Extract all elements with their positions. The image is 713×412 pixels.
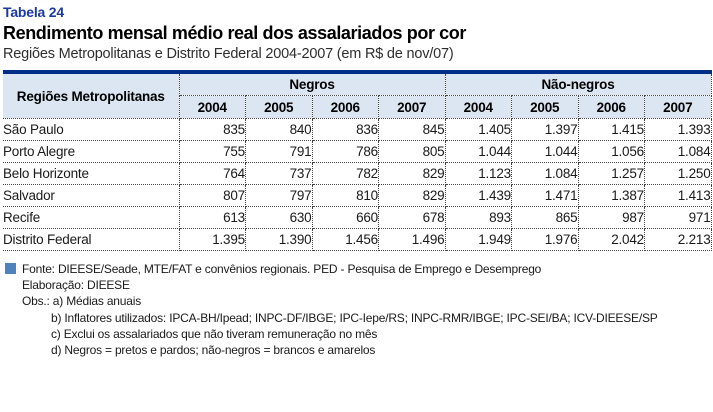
value-cell: 807 [179, 184, 246, 207]
value-cell: 845 [378, 118, 446, 141]
table-body: São Paulo 835 840 836 845 1.405 1.397 1.… [3, 118, 712, 251]
value-cell: 1.395 [179, 228, 246, 251]
year-header-row: 2004 2005 2006 2007 2004 2005 2006 2007 [3, 95, 712, 119]
value-cell: 835 [179, 118, 246, 141]
group-header-negros: Negros [179, 72, 446, 96]
value-cell: 1.415 [578, 118, 645, 141]
value-cell: 1.044 [511, 140, 579, 163]
value-cell: 678 [378, 206, 446, 229]
page-title: Rendimento mensal médio real dos assalar… [3, 23, 466, 43]
year-header: 2005 [511, 95, 579, 119]
value-cell: 1.405 [445, 118, 512, 141]
region-cell: Distrito Federal [3, 228, 180, 251]
region-cell: Porto Alegre [3, 140, 180, 163]
page-subtitle: Regiões Metropolitanas e Distrito Federa… [3, 46, 454, 62]
table-row: Recife 613 630 660 678 893 865 987 971 [3, 206, 712, 229]
value-cell: 1.084 [511, 162, 579, 185]
value-cell: 1.949 [445, 228, 512, 251]
year-header: 2006 [578, 95, 645, 119]
year-header: 2007 [644, 95, 712, 119]
value-cell: 786 [312, 140, 379, 163]
region-cell: Salvador [3, 184, 180, 207]
value-cell: 797 [245, 184, 313, 207]
table-row: Salvador 807 797 810 829 1.439 1.471 1.3… [3, 184, 712, 207]
year-header: 2006 [312, 95, 379, 119]
year-header: 2005 [245, 95, 313, 119]
value-cell: 971 [644, 206, 712, 229]
table-number-label: Tabela 24 [3, 4, 64, 20]
value-cell: 805 [378, 140, 446, 163]
region-cell: Belo Horizonte [3, 162, 180, 185]
value-cell: 829 [378, 162, 446, 185]
value-cell: 791 [245, 140, 313, 163]
value-cell: 1.250 [644, 162, 712, 185]
value-cell: 1.456 [312, 228, 379, 251]
year-header: 2004 [179, 95, 246, 119]
value-cell: 1.397 [511, 118, 579, 141]
value-cell: 755 [179, 140, 246, 163]
value-cell: 1.439 [445, 184, 512, 207]
value-cell: 764 [179, 162, 246, 185]
value-cell: 1.390 [245, 228, 313, 251]
value-cell: 1.044 [445, 140, 512, 163]
source-bullet-icon [5, 263, 16, 274]
obs-line-c: c) Exclui os assalariados que não tivera… [51, 326, 378, 341]
year-header: 2004 [445, 95, 512, 119]
value-cell: 782 [312, 162, 379, 185]
group-header-nao-negros: Não-negros [445, 72, 712, 96]
table-header: Regiões Metropolitanas Negros Não-negros… [3, 72, 712, 119]
value-cell: 2.213 [644, 228, 712, 251]
value-cell: 840 [245, 118, 313, 141]
source-text: Fonte: DIEESE/Seade, MTE/FAT e convênios… [22, 262, 542, 276]
value-cell: 987 [578, 206, 645, 229]
elaboration-line: Elaboração: DIEESE [22, 278, 130, 293]
value-cell: 865 [511, 206, 579, 229]
value-cell: 1.976 [511, 228, 579, 251]
obs-line-b: b) Inflatores utilizados: IPCA-BH/Ipead;… [51, 310, 658, 325]
obs-line-d: d) Negros = pretos e pardos; não-negros … [51, 343, 376, 358]
value-cell: 1.257 [578, 162, 645, 185]
value-cell: 613 [179, 206, 246, 229]
value-cell: 1.413 [644, 184, 712, 207]
value-cell: 1.471 [511, 184, 579, 207]
value-cell: 1.387 [578, 184, 645, 207]
value-cell: 1.084 [644, 140, 712, 163]
table-row: São Paulo 835 840 836 845 1.405 1.397 1.… [3, 118, 712, 141]
value-cell: 1.123 [445, 162, 512, 185]
region-cell: São Paulo [3, 118, 180, 141]
value-cell: 630 [245, 206, 313, 229]
table-row: Belo Horizonte 764 737 782 829 1.123 1.0… [3, 162, 712, 185]
value-cell: 1.056 [578, 140, 645, 163]
value-cell: 1.496 [378, 228, 446, 251]
value-cell: 836 [312, 118, 379, 141]
income-by-color-table: Regiões Metropolitanas Negros Não-negros… [3, 70, 712, 251]
corner-header-regioes: Regiões Metropolitanas [3, 72, 180, 119]
value-cell: 810 [312, 184, 379, 207]
value-cell: 1.393 [644, 118, 712, 141]
obs-line-a: Obs.: a) Médias anuais [22, 294, 141, 309]
value-cell: 2.042 [578, 228, 645, 251]
year-header: 2007 [378, 95, 446, 119]
value-cell: 829 [378, 184, 446, 207]
table-footnotes: Fonte: DIEESE/Seade, MTE/FAT e convênios… [3, 261, 713, 358]
group-header-row: Regiões Metropolitanas Negros Não-negros [3, 72, 712, 119]
table-row: Distrito Federal 1.395 1.390 1.456 1.496… [3, 228, 712, 251]
value-cell: 660 [312, 206, 379, 229]
table-row: Porto Alegre 755 791 786 805 1.044 1.044… [3, 140, 712, 163]
region-cell: Recife [3, 206, 180, 229]
source-line: Fonte: DIEESE/Seade, MTE/FAT e convênios… [3, 261, 713, 277]
value-cell: 737 [245, 162, 313, 185]
value-cell: 893 [445, 206, 512, 229]
